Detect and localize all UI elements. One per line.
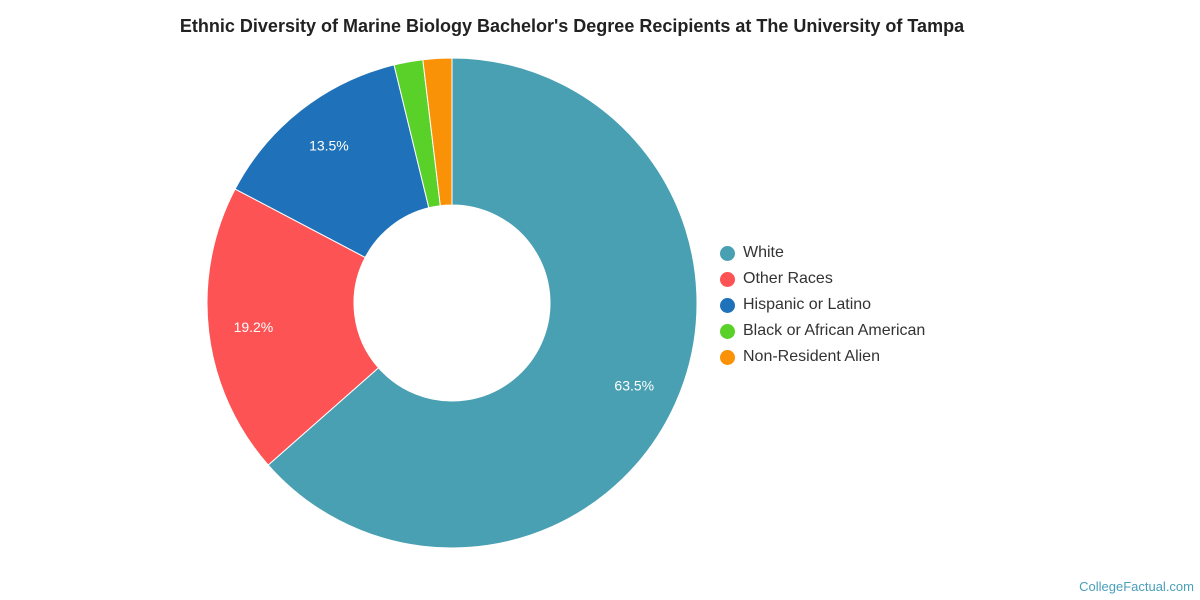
legend-item[interactable]: Other Races xyxy=(720,266,925,292)
legend-swatch xyxy=(720,297,735,313)
chart-title: Ethnic Diversity of Marine Biology Bache… xyxy=(179,16,965,36)
legend-item[interactable]: Black or African American xyxy=(720,318,925,344)
chart-legend: White Other Races Hispanic or Latino Black … xyxy=(720,240,925,370)
legend-label: Non-Resident Alien xyxy=(743,348,880,365)
slice-non-resident-alien[interactable] xyxy=(422,57,453,207)
legend-label: Black or African American xyxy=(743,322,926,339)
legend-swatch xyxy=(720,245,735,261)
legend-label: White xyxy=(743,244,784,261)
legend-label: Other Races xyxy=(743,270,833,287)
slice-other-races[interactable] xyxy=(206,188,380,466)
slice-label: 13.5% xyxy=(309,137,349,153)
legend-label: Hispanic or Latino xyxy=(743,296,872,313)
legend-swatch xyxy=(720,271,735,287)
slice-hispanic-or-latino[interactable] xyxy=(234,64,430,259)
watermark[interactable]: CollegeFactual.com xyxy=(1079,579,1194,594)
slice-label: 19.2% xyxy=(234,319,274,335)
legend-swatch xyxy=(720,323,735,339)
legend-item[interactable]: White xyxy=(720,240,925,266)
legend-item[interactable]: Hispanic or Latino xyxy=(720,292,925,318)
legend-item[interactable]: Non-Resident Alien xyxy=(720,344,925,370)
legend-swatch xyxy=(720,349,735,365)
slice-white[interactable] xyxy=(267,57,698,549)
slice-label: 63.5% xyxy=(614,377,654,393)
